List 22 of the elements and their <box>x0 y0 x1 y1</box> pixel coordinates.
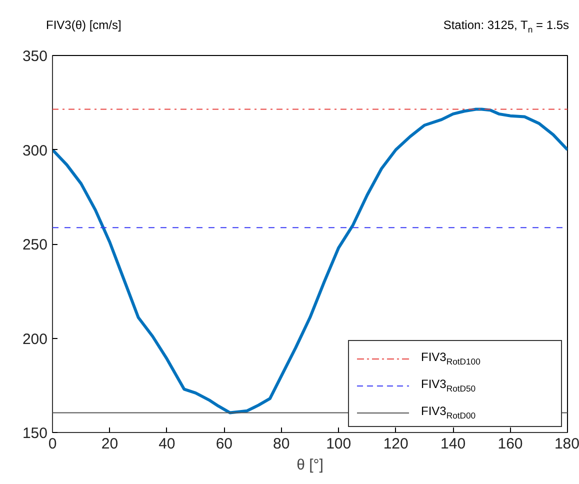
x-tick-label: 20 <box>101 436 118 452</box>
y-tick-label: 350 <box>22 48 48 65</box>
x-tick-label: 120 <box>383 436 408 452</box>
chart-title: Station: 3125, T$_{n}$ = 1.5s <box>443 17 569 36</box>
x-tick-label: 60 <box>216 436 233 452</box>
x-tick-label: 0 <box>48 436 57 452</box>
y-axis-title: FIV3(θ) [cm/s] <box>46 17 122 34</box>
x-tick-label: 180 <box>554 436 579 452</box>
x-tick-label: 40 <box>158 436 176 452</box>
x-tick-label: 100 <box>326 436 352 452</box>
y-tick-label: 200 <box>22 330 48 348</box>
ref-line-label: FIV3$_{RotD00}$ <box>421 403 476 422</box>
x-tick-label: 160 <box>498 436 523 452</box>
y-tick-label: 150 <box>22 425 48 442</box>
legend-label: FIV3$_{RotD100}$ <box>421 349 480 368</box>
legend-label: FIV3$_{RotD50}$ <box>421 376 476 395</box>
y-tick-label: 250 <box>22 236 48 254</box>
y-tick-label: 300 <box>22 142 48 160</box>
x-tick-label: 80 <box>273 436 290 452</box>
x-axis-title: θ [°] <box>296 456 324 474</box>
x-tick-label: 140 <box>440 436 466 452</box>
line-series <box>52 108 568 414</box>
